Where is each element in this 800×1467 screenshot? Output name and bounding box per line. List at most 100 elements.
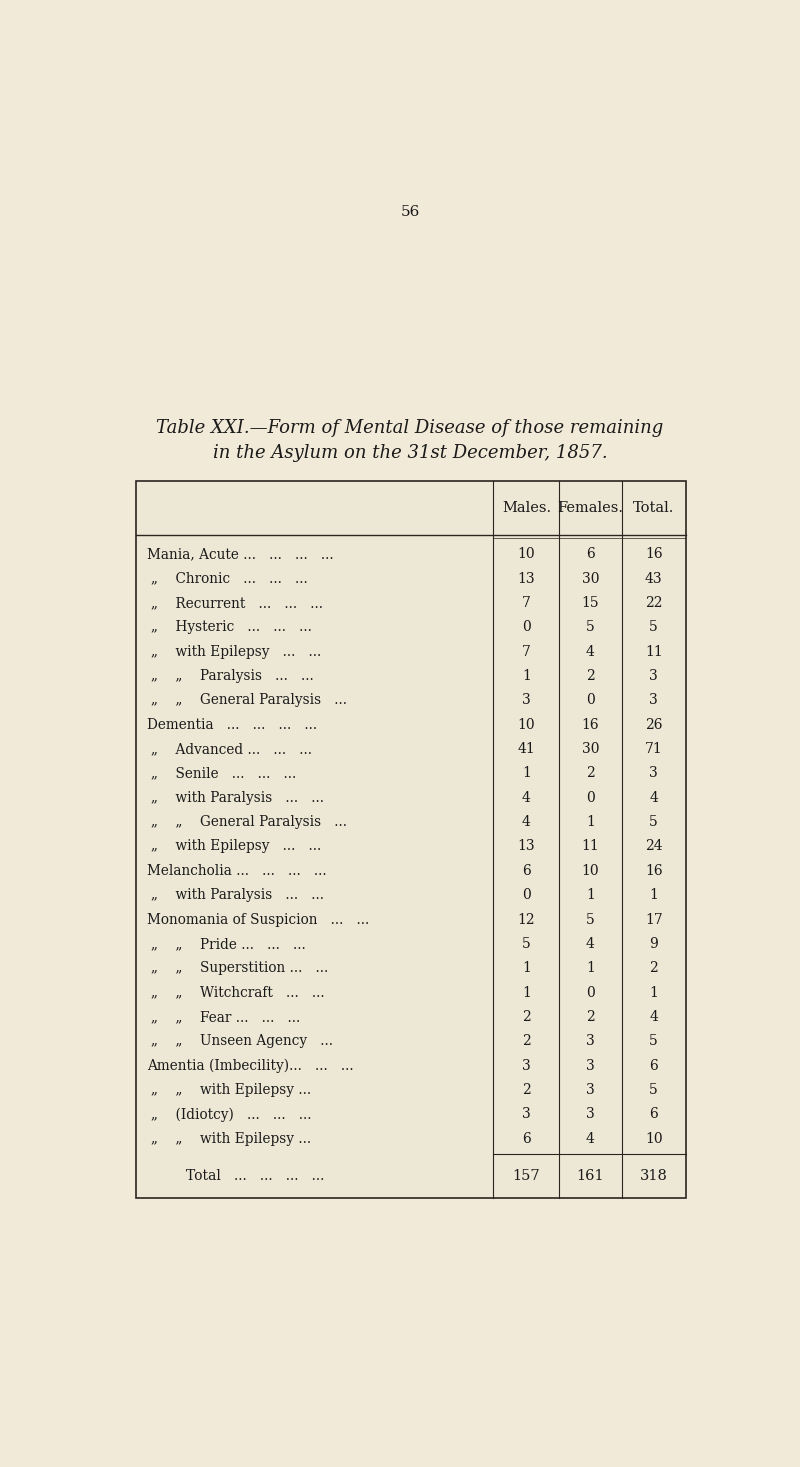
Text: 0: 0 [586, 791, 595, 805]
Text: „    with Epilepsy   ...   ...: „ with Epilepsy ... ... [151, 839, 322, 854]
Text: 4: 4 [522, 791, 531, 805]
Text: 5: 5 [586, 912, 595, 927]
Text: 2: 2 [586, 669, 595, 684]
Text: 0: 0 [586, 694, 595, 707]
Text: 12: 12 [518, 912, 535, 927]
Text: 6: 6 [586, 547, 595, 562]
Text: „    „    Unseen Agency   ...: „ „ Unseen Agency ... [151, 1034, 334, 1049]
Text: 3: 3 [586, 1108, 595, 1121]
Text: 0: 0 [522, 888, 530, 902]
Text: 1: 1 [586, 888, 595, 902]
Text: „    „    Superstition ...   ...: „ „ Superstition ... ... [151, 961, 329, 976]
Text: 41: 41 [518, 742, 535, 756]
Text: Total   ...   ...   ...   ...: Total ... ... ... ... [186, 1169, 324, 1184]
Text: 5: 5 [650, 621, 658, 634]
Text: 24: 24 [645, 839, 662, 854]
Text: 13: 13 [518, 572, 535, 585]
Text: 2: 2 [522, 1009, 530, 1024]
Text: 5: 5 [650, 816, 658, 829]
Text: „    Chronic   ...   ...   ...: „ Chronic ... ... ... [151, 572, 308, 585]
Text: 3: 3 [522, 1059, 530, 1072]
Text: „    „    Fear ...   ...   ...: „ „ Fear ... ... ... [151, 1009, 301, 1024]
Text: „    „    Pride ...   ...   ...: „ „ Pride ... ... ... [151, 937, 306, 951]
Text: 3: 3 [586, 1034, 595, 1049]
Text: „    Advanced ...   ...   ...: „ Advanced ... ... ... [151, 742, 313, 756]
Text: 3: 3 [586, 1059, 595, 1072]
Text: in the Asylum on the 31st December, 1857.: in the Asylum on the 31st December, 1857… [213, 443, 607, 462]
Text: 318: 318 [640, 1169, 668, 1184]
Text: 1: 1 [522, 669, 531, 684]
Text: 5: 5 [650, 1083, 658, 1097]
Text: Total.: Total. [633, 502, 674, 515]
Text: 6: 6 [522, 1131, 530, 1146]
Text: „    Hysteric   ...   ...   ...: „ Hysteric ... ... ... [151, 621, 312, 634]
Text: 30: 30 [582, 572, 599, 585]
Text: 22: 22 [645, 596, 662, 610]
Text: 17: 17 [645, 912, 662, 927]
Text: „    (Idiotcy)   ...   ...   ...: „ (Idiotcy) ... ... ... [151, 1108, 312, 1122]
Text: 16: 16 [582, 717, 599, 732]
Text: „    „    General Paralysis   ...: „ „ General Paralysis ... [151, 694, 347, 707]
Text: 3: 3 [650, 669, 658, 684]
Text: 43: 43 [645, 572, 662, 585]
Text: 10: 10 [645, 1131, 662, 1146]
Text: Table XXI.—Form of Mental Disease of those remaining: Table XXI.—Form of Mental Disease of tho… [156, 420, 664, 437]
Text: 10: 10 [518, 717, 535, 732]
Text: 0: 0 [522, 621, 530, 634]
Text: 5: 5 [586, 621, 595, 634]
Text: 4: 4 [586, 937, 595, 951]
Text: 2: 2 [522, 1083, 530, 1097]
Text: 4: 4 [586, 644, 595, 659]
Text: 3: 3 [650, 766, 658, 780]
Text: 1: 1 [522, 766, 531, 780]
Text: Males.: Males. [502, 502, 551, 515]
Text: 6: 6 [650, 1108, 658, 1121]
Text: „    „    Witchcraft   ...   ...: „ „ Witchcraft ... ... [151, 986, 325, 999]
Text: 3: 3 [522, 694, 530, 707]
Text: 4: 4 [522, 816, 531, 829]
Text: Mania, Acute ...   ...   ...   ...: Mania, Acute ... ... ... ... [147, 547, 334, 562]
Text: 10: 10 [582, 864, 599, 877]
Text: „    „    with Epilepsy ...: „ „ with Epilepsy ... [151, 1083, 311, 1097]
Text: 30: 30 [582, 742, 599, 756]
Text: 26: 26 [645, 717, 662, 732]
Text: „    with Paralysis   ...   ...: „ with Paralysis ... ... [151, 791, 325, 805]
Text: „    with Epilepsy   ...   ...: „ with Epilepsy ... ... [151, 644, 322, 659]
Text: 7: 7 [522, 596, 531, 610]
Text: 1: 1 [650, 986, 658, 999]
Text: 15: 15 [582, 596, 599, 610]
Text: 1: 1 [586, 816, 595, 829]
Text: „    Recurrent   ...   ...   ...: „ Recurrent ... ... ... [151, 596, 323, 610]
Text: 0: 0 [586, 986, 595, 999]
Text: 5: 5 [522, 937, 530, 951]
Text: 3: 3 [522, 1108, 530, 1121]
Text: 11: 11 [582, 839, 599, 854]
Text: 6: 6 [522, 864, 530, 877]
Text: 6: 6 [650, 1059, 658, 1072]
Text: 1: 1 [586, 961, 595, 976]
Text: 161: 161 [577, 1169, 604, 1184]
Text: 3: 3 [650, 694, 658, 707]
Text: Melancholia ...   ...   ...   ...: Melancholia ... ... ... ... [147, 864, 326, 877]
Text: Monomania of Suspicion   ...   ...: Monomania of Suspicion ... ... [147, 912, 370, 927]
Text: 1: 1 [522, 961, 531, 976]
Text: 5: 5 [650, 1034, 658, 1049]
Text: „    with Paralysis   ...   ...: „ with Paralysis ... ... [151, 888, 325, 902]
Text: 16: 16 [645, 864, 662, 877]
Text: 2: 2 [522, 1034, 530, 1049]
Text: 1: 1 [650, 888, 658, 902]
Text: 2: 2 [586, 766, 595, 780]
Text: 157: 157 [513, 1169, 540, 1184]
Text: 4: 4 [650, 1009, 658, 1024]
Text: 16: 16 [645, 547, 662, 562]
Text: Dementia   ...   ...   ...   ...: Dementia ... ... ... ... [147, 717, 318, 732]
Text: 11: 11 [645, 644, 662, 659]
Text: 4: 4 [650, 791, 658, 805]
Text: 9: 9 [650, 937, 658, 951]
Text: 2: 2 [586, 1009, 595, 1024]
Text: 2: 2 [650, 961, 658, 976]
Text: 56: 56 [400, 205, 420, 220]
Text: 7: 7 [522, 644, 531, 659]
Text: Amentia (Imbecility)...   ...   ...: Amentia (Imbecility)... ... ... [147, 1059, 354, 1072]
Text: „    Senile   ...   ...   ...: „ Senile ... ... ... [151, 766, 297, 780]
